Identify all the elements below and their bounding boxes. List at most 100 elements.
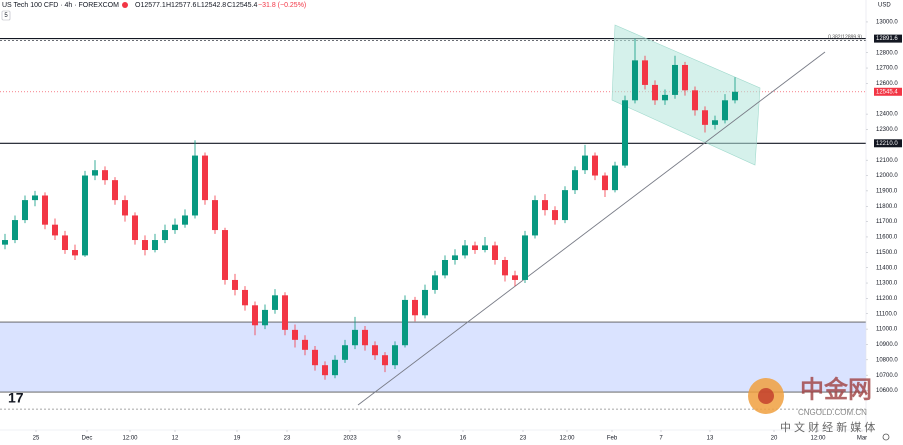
candle-body bbox=[322, 365, 328, 376]
candle-body bbox=[372, 345, 378, 356]
settings-icon[interactable] bbox=[882, 433, 890, 441]
currency: USD bbox=[878, 3, 891, 9]
candle-body bbox=[152, 240, 158, 251]
y-tick-label: 11300.0 bbox=[876, 281, 898, 287]
y-tick-label: 12100.0 bbox=[876, 158, 898, 164]
candle-body bbox=[492, 245, 498, 260]
y-tick-label: 11800.0 bbox=[876, 204, 898, 210]
candle-body bbox=[352, 329, 358, 346]
zone bbox=[0, 322, 866, 393]
candle-body bbox=[122, 200, 128, 216]
candle-body bbox=[522, 235, 528, 280]
change: −31.8 (−0.25%) bbox=[258, 2, 306, 9]
candle-body bbox=[412, 299, 418, 316]
x-tick-label: Dec bbox=[82, 436, 93, 442]
candle-body bbox=[162, 230, 168, 241]
y-tick-label: 12800.0 bbox=[876, 50, 898, 56]
candle-body bbox=[702, 110, 708, 125]
candle-body bbox=[212, 200, 218, 231]
candle-body bbox=[652, 84, 658, 101]
watermark-brand: 中金网 bbox=[800, 375, 872, 403]
candle-body bbox=[462, 245, 468, 256]
candle-body bbox=[22, 200, 28, 221]
candle-body bbox=[392, 345, 398, 366]
ohlc: O12577.1 bbox=[135, 2, 166, 9]
candle-body bbox=[182, 215, 188, 225]
candle-body bbox=[92, 170, 98, 176]
candle-body bbox=[202, 155, 208, 201]
candle-body bbox=[132, 215, 138, 241]
candle-body bbox=[642, 60, 648, 85]
x-tick-label: 23 bbox=[284, 436, 291, 442]
candle-body bbox=[622, 100, 628, 166]
x-tick-label: 12:00 bbox=[810, 436, 826, 442]
ohlc: C12545.4 bbox=[227, 2, 257, 9]
candle-body bbox=[222, 230, 228, 280]
candle-body bbox=[582, 155, 588, 171]
ohlc: H12577.6 bbox=[166, 2, 196, 9]
y-tick-label: 11700.0 bbox=[876, 219, 898, 225]
candle-body bbox=[502, 259, 508, 276]
trend-line bbox=[357, 51, 826, 406]
candle-body bbox=[362, 329, 368, 346]
level-label: 12891.6 bbox=[876, 36, 898, 42]
y-tick-label: 11600.0 bbox=[876, 235, 898, 241]
candle-body bbox=[382, 355, 388, 366]
x-tick-label: 13 bbox=[707, 436, 714, 442]
price-label: 12545.4 bbox=[876, 89, 898, 95]
candle-body bbox=[442, 259, 448, 276]
candle-body bbox=[332, 359, 338, 376]
x-tick-label: Feb bbox=[607, 436, 618, 442]
logo: 17 bbox=[8, 390, 24, 406]
level-label-box bbox=[874, 139, 902, 148]
candle-body bbox=[672, 64, 678, 95]
x-tick-label: 12:00 bbox=[122, 436, 138, 442]
channel bbox=[611, 24, 761, 166]
x-tick-label: 20 bbox=[771, 436, 778, 442]
y-tick-label: 10600.0 bbox=[876, 388, 898, 394]
y-tick-label: 10700.0 bbox=[876, 373, 898, 379]
candle-body bbox=[552, 210, 558, 221]
candle-body bbox=[292, 329, 298, 340]
candle-body bbox=[12, 220, 18, 241]
candle-body bbox=[712, 120, 718, 125]
y-tick-label: 10800.0 bbox=[876, 357, 898, 363]
candle-body bbox=[192, 155, 198, 216]
candle-body bbox=[82, 175, 88, 256]
interval-box[interactable] bbox=[1, 10, 11, 21]
candles bbox=[2, 38, 738, 380]
interval: 5 bbox=[4, 13, 8, 19]
candle-body bbox=[342, 345, 348, 360]
x-tick-label: 2023 bbox=[343, 436, 357, 442]
y-tick-label: 12600.0 bbox=[876, 81, 898, 87]
candle-body bbox=[62, 235, 68, 251]
candle-body bbox=[112, 180, 118, 201]
x-tick-label: 25 bbox=[33, 436, 40, 442]
candle-body bbox=[722, 100, 728, 121]
candle-body bbox=[102, 170, 108, 181]
candle-body bbox=[32, 195, 38, 201]
fib-label: 0.382(12899.9) bbox=[828, 34, 862, 40]
candle-body bbox=[312, 349, 318, 366]
watermark-site: CNGOLD.COM.CN bbox=[798, 408, 867, 417]
candle-body bbox=[242, 289, 248, 306]
candle-body bbox=[232, 279, 238, 290]
candle-body bbox=[532, 200, 538, 236]
candle-body bbox=[282, 295, 288, 330]
watermark-slogan: 中 文 财 经 新 媒 体 bbox=[780, 420, 875, 434]
candle-body bbox=[482, 245, 488, 251]
y-tick-label: 12300.0 bbox=[876, 127, 898, 133]
candle-body bbox=[72, 250, 78, 256]
candle-body bbox=[572, 170, 578, 191]
candle-body bbox=[302, 339, 308, 350]
watermark-logo bbox=[758, 388, 774, 404]
ohlc: L12542.8 bbox=[197, 2, 226, 9]
candle-body bbox=[472, 245, 478, 251]
price-axis bbox=[866, 0, 903, 430]
candle-body bbox=[682, 64, 688, 91]
candle-body bbox=[402, 299, 408, 346]
candle-body bbox=[42, 195, 48, 225]
y-tick-label: 13000.0 bbox=[876, 20, 898, 26]
candle-body bbox=[272, 295, 278, 310]
level-label-box bbox=[874, 34, 902, 43]
